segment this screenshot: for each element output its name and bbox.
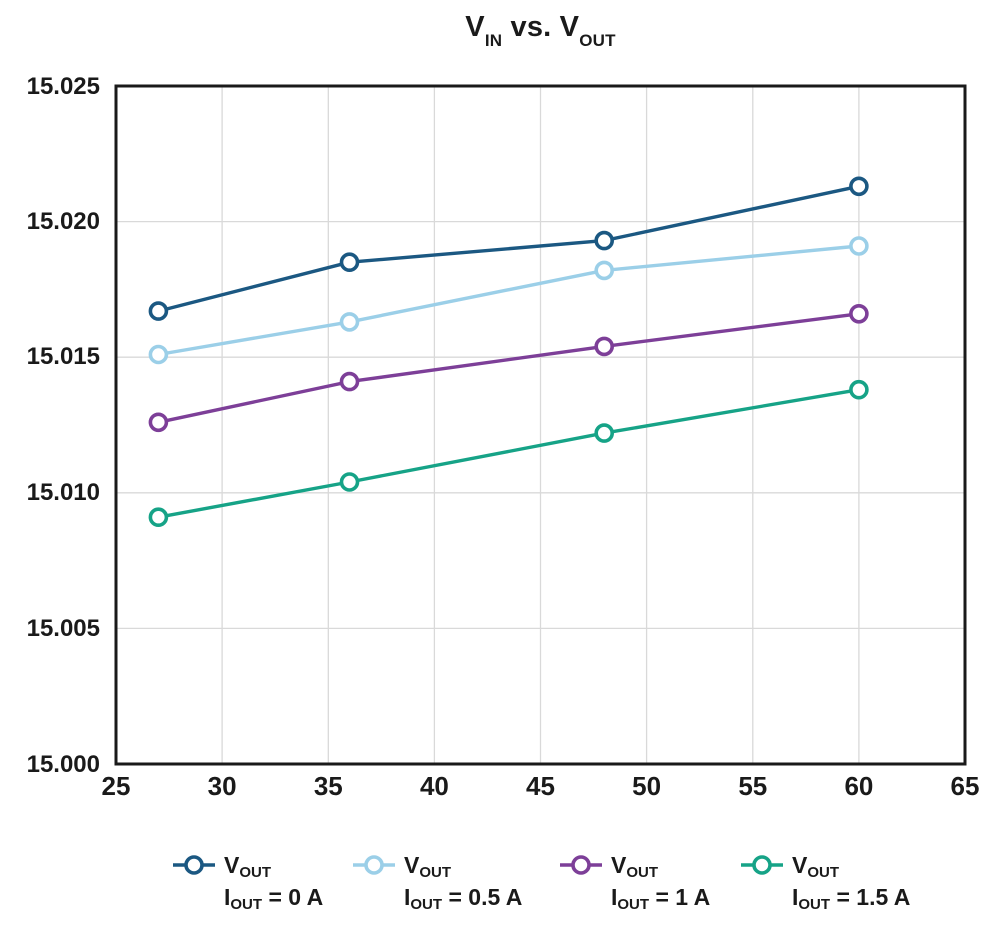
- svg-text:IOUT = 0.5 A: IOUT = 0.5 A: [404, 884, 522, 913]
- svg-text:65: 65: [951, 771, 980, 801]
- svg-text:IOUT = 1 A: IOUT = 1 A: [611, 884, 710, 913]
- svg-text:15.020: 15.020: [27, 208, 100, 235]
- svg-text:60: 60: [844, 771, 873, 801]
- svg-text:VOUT: VOUT: [404, 852, 451, 881]
- svg-text:15.015: 15.015: [27, 343, 100, 370]
- svg-text:45: 45: [526, 771, 555, 801]
- svg-text:15.000: 15.000: [27, 751, 100, 778]
- svg-text:40: 40: [420, 771, 449, 801]
- svg-text:15.010: 15.010: [27, 479, 100, 506]
- svg-text:15.025: 15.025: [27, 73, 100, 100]
- svg-text:IOUT = 1.5 A: IOUT = 1.5 A: [792, 884, 910, 913]
- svg-text:30: 30: [208, 771, 237, 801]
- svg-text:VOUT: VOUT: [611, 852, 658, 881]
- svg-text:55: 55: [738, 771, 767, 801]
- svg-text:15.005: 15.005: [27, 615, 100, 642]
- svg-text:35: 35: [314, 771, 343, 801]
- svg-text:50: 50: [632, 771, 661, 801]
- svg-text:VOUT: VOUT: [224, 852, 271, 881]
- svg-text:IOUT = 0 A: IOUT = 0 A: [224, 884, 323, 913]
- svg-text:25: 25: [102, 771, 131, 801]
- svg-text:VOUT: VOUT: [792, 852, 839, 881]
